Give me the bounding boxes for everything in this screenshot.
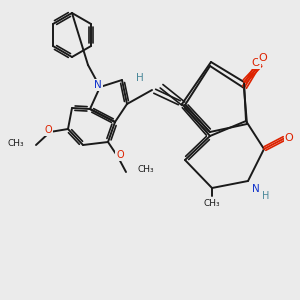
Text: N: N	[94, 80, 102, 90]
Text: H: H	[262, 191, 270, 201]
Text: O: O	[259, 53, 267, 63]
Text: CH₃: CH₃	[204, 200, 220, 208]
Text: N: N	[252, 184, 260, 194]
Text: CH₃: CH₃	[138, 166, 154, 175]
Text: O: O	[285, 133, 293, 143]
Text: O: O	[252, 58, 260, 68]
Text: CH₃: CH₃	[8, 139, 24, 148]
Text: O: O	[44, 125, 52, 135]
Text: O: O	[116, 150, 124, 160]
Text: H: H	[136, 73, 144, 83]
